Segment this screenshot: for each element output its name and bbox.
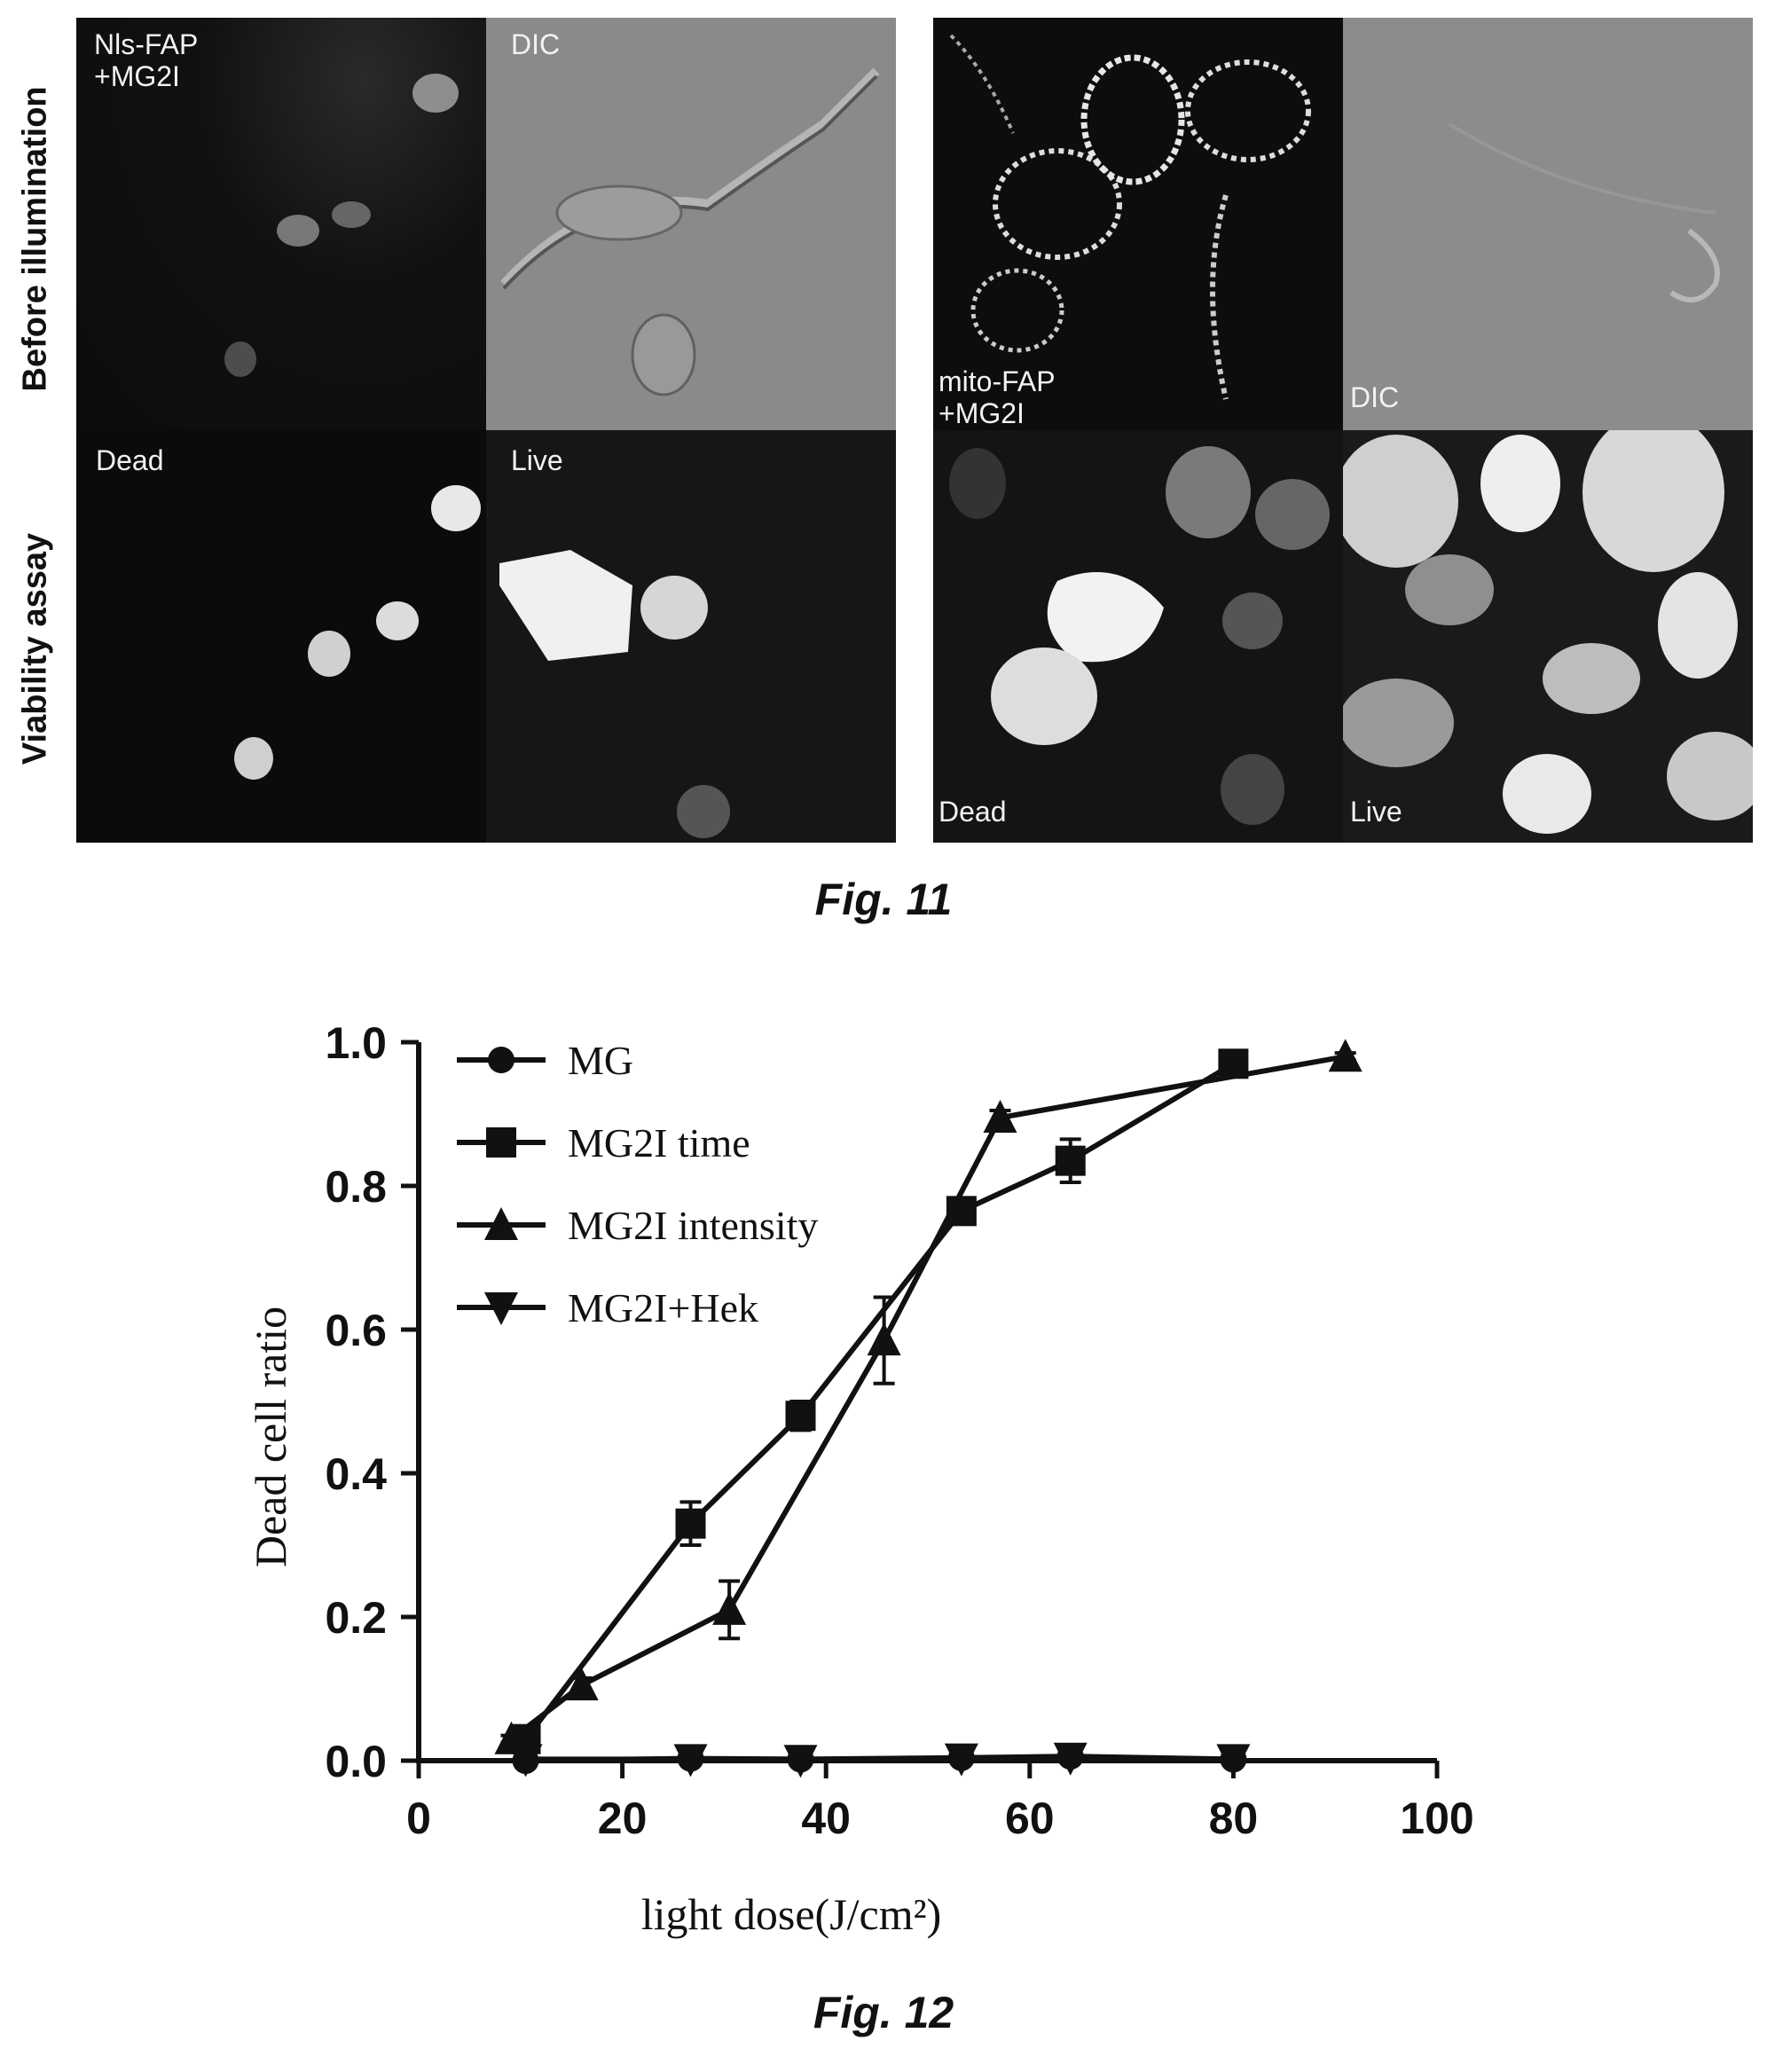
figure-12-caption: Fig. 12 xyxy=(813,1988,954,2037)
y-tick-label: 0.2 xyxy=(325,1593,387,1643)
nls-cells-image xyxy=(224,74,459,377)
y-axis-label: Dead cell ratio xyxy=(246,1307,295,1567)
panel-label-nls: Nls-FAP +MG2I xyxy=(94,28,199,92)
data-point xyxy=(1053,1742,1088,1776)
data-point xyxy=(564,1667,599,1700)
data-point xyxy=(1055,1145,1086,1176)
data-point xyxy=(1216,1744,1251,1778)
panel-dic-1: DIC xyxy=(486,18,896,430)
legend-label: MG2I+Hek xyxy=(568,1285,758,1330)
chart-legend: MG MG2I time MG2I intensity MG2I+Hek xyxy=(457,1038,818,1330)
figure-12-chart: 0 20 40 60 80 100 0.0 0.2 0.4 0.6 0.8 1.0 MG MG2I ti… xyxy=(246,1018,1474,1939)
figure-11: Before illumination Viability assay Nls-… xyxy=(0,0,1767,924)
x-tick-label: 60 xyxy=(1005,1793,1055,1843)
y-tick-label: 0.8 xyxy=(325,1162,387,1212)
data-point xyxy=(785,1401,816,1432)
legend-label: MG2I time xyxy=(568,1120,750,1166)
dic-cells-image-2 xyxy=(1448,122,1720,302)
panel-nls-fap: Nls-FAP +MG2I xyxy=(76,18,486,430)
data-point xyxy=(783,1745,818,1778)
row-label-viability-assay: Viability assay xyxy=(16,532,54,765)
panel-label-live-1: Live xyxy=(511,444,563,476)
panel-label-live-2: Live xyxy=(1350,796,1402,828)
x-axis-label: light dose(J/cm²) xyxy=(641,1889,942,1939)
dic-cells-image-1 xyxy=(500,67,880,396)
legend-marker xyxy=(484,1292,518,1325)
series-mg2i-intensity xyxy=(494,1039,1363,1754)
data-point xyxy=(675,1508,706,1539)
row-label-before-illumination: Before illumination xyxy=(16,86,54,392)
panel-dic-2: DIC xyxy=(1343,18,1753,430)
x-tick-label: 80 xyxy=(1209,1793,1259,1843)
panel-live-1: Live xyxy=(486,430,896,843)
panel-label-mito: mito-FAP +MG2I xyxy=(938,365,1056,429)
panel-mito-fap: mito-FAP +MG2I xyxy=(933,18,1343,430)
panel-dead-1: Dead xyxy=(76,430,486,843)
y-tick-label: 1.0 xyxy=(325,1018,387,1068)
dead-cells-image-1 xyxy=(234,485,481,780)
legend-marker xyxy=(486,1127,516,1158)
data-point xyxy=(1328,1039,1363,1072)
legend-marker xyxy=(484,1207,518,1240)
panel-live-2: Live xyxy=(1343,430,1753,843)
panel-dead-2: Dead xyxy=(933,430,1343,843)
data-point xyxy=(867,1322,901,1356)
data-point xyxy=(983,1100,1017,1134)
y-tick-label: 0.0 xyxy=(325,1737,387,1786)
chart-series-layer xyxy=(494,1039,1363,1778)
series-line xyxy=(523,1061,1235,1741)
panel-label-dic-1: DIC xyxy=(511,28,561,60)
dead-cells-image-2 xyxy=(949,446,1330,825)
series-mg2i-hek xyxy=(508,1742,1251,1778)
live-cells-image-1 xyxy=(499,550,730,838)
y-tick-label: 0.6 xyxy=(325,1306,387,1355)
legend-marker xyxy=(488,1047,514,1073)
legend-label: MG xyxy=(568,1038,633,1083)
figure-11-caption: Fig. 11 xyxy=(814,875,953,924)
data-point xyxy=(944,1743,978,1777)
x-tick-label: 100 xyxy=(1400,1793,1473,1843)
legend-label: MG2I intensity xyxy=(568,1203,818,1248)
panel-label-dead-2: Dead xyxy=(938,796,1007,828)
data-point xyxy=(508,1744,543,1778)
x-tick-label: 0 xyxy=(406,1793,431,1843)
series-line xyxy=(525,1754,1234,1763)
y-tick-label: 0.4 xyxy=(325,1449,387,1499)
panel-label-dead-1: Dead xyxy=(96,444,164,476)
x-tick-label: 20 xyxy=(598,1793,648,1843)
live-cells-image-2 xyxy=(1343,430,1753,834)
data-point xyxy=(673,1744,708,1778)
mito-cells-image xyxy=(949,34,1311,400)
x-tick-label: 40 xyxy=(801,1793,851,1843)
panel-label-dic-2: DIC xyxy=(1350,381,1400,413)
data-point xyxy=(712,1591,747,1625)
